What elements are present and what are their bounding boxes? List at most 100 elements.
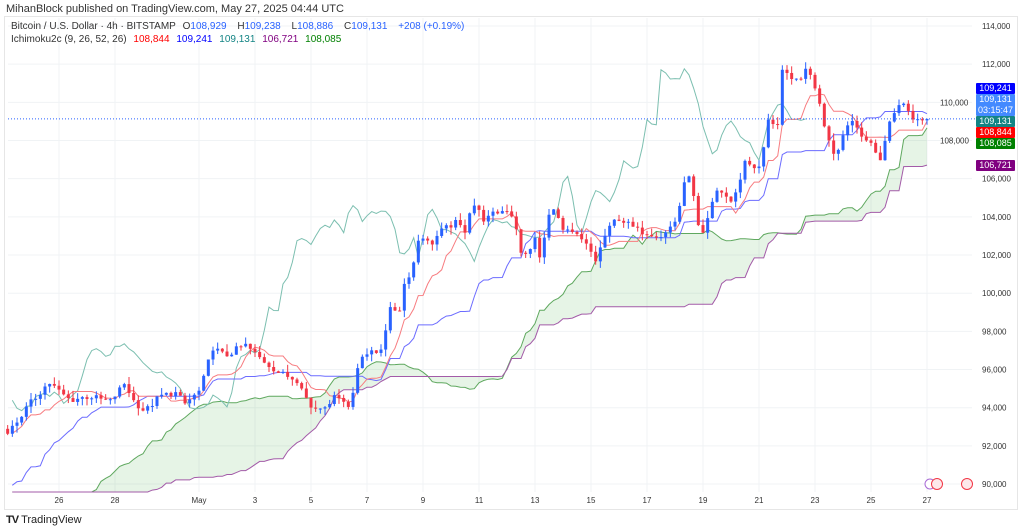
candle-body xyxy=(897,105,901,114)
candle-body xyxy=(878,152,882,161)
candle-body xyxy=(827,126,831,141)
candle-body xyxy=(104,398,108,400)
candle-body xyxy=(771,119,775,125)
candle-body xyxy=(295,379,299,384)
candle-body xyxy=(304,388,308,398)
candle-body xyxy=(407,277,411,284)
candle-body xyxy=(281,371,285,373)
candle-body xyxy=(720,190,724,193)
candle xyxy=(706,210,710,239)
candle-body xyxy=(192,394,196,400)
candle-body xyxy=(309,397,313,408)
price-axis: 114,000 112,000 110,000 108,000 106,000 104,0… xyxy=(940,22,1011,489)
candle-body xyxy=(323,407,327,409)
candle xyxy=(570,222,574,234)
candle-body xyxy=(356,368,360,393)
candle-body xyxy=(785,69,789,73)
candle-body xyxy=(869,140,873,143)
last-price-tag: 109,131 03:15:47 xyxy=(976,94,1015,116)
candle xyxy=(188,393,192,408)
candles xyxy=(6,62,929,437)
candle-body xyxy=(34,398,38,400)
tradingview-logo[interactable]: TV TradingView xyxy=(6,514,82,526)
candle xyxy=(62,384,66,396)
candle-body xyxy=(584,239,588,244)
candle xyxy=(136,395,140,416)
price-tick-label: 98,000 xyxy=(982,327,1007,336)
candle-body xyxy=(580,233,584,240)
candle xyxy=(239,345,243,351)
ohlc-open: O108,929 xyxy=(183,21,231,32)
candle-body xyxy=(20,416,24,423)
candle-body xyxy=(314,407,318,409)
candle-body xyxy=(164,392,168,395)
candle-body xyxy=(822,103,826,127)
candle-body xyxy=(258,351,262,358)
candle-body xyxy=(202,375,206,391)
span-b-value: 106,721 xyxy=(262,34,299,45)
candle xyxy=(696,192,700,227)
candle xyxy=(897,99,901,116)
candle-body xyxy=(99,395,103,399)
senkou-span-a-line xyxy=(12,127,928,493)
kijun-value: 109,241 xyxy=(176,34,213,45)
candle-body xyxy=(127,384,131,394)
candle xyxy=(808,66,812,80)
time-tick-label: 5 xyxy=(309,496,314,505)
candle xyxy=(216,342,220,355)
ohlc-close: C109,131 xyxy=(344,21,391,32)
price-tick-label: 114,000 xyxy=(982,22,1011,31)
candle xyxy=(902,102,906,108)
candle xyxy=(640,220,644,241)
candle xyxy=(80,396,84,406)
candle-body xyxy=(687,176,691,183)
candle xyxy=(486,210,490,227)
candle xyxy=(505,204,509,215)
indicator-legend[interactable]: Ichimoku2c (9, 26, 52, 26) 108,844 109,2… xyxy=(11,34,345,45)
candle-body xyxy=(603,235,607,248)
price-tick-label: 102,000 xyxy=(982,251,1011,260)
close-label: C xyxy=(344,21,352,32)
time-tick-label: 23 xyxy=(811,496,820,505)
candle-body xyxy=(370,350,374,355)
time-tick-label: 28 xyxy=(111,496,120,505)
brand-name: TradingView xyxy=(21,514,82,526)
candle-body xyxy=(640,227,644,235)
symbol-legend[interactable]: Bitcoin / U.S. Dollar · 4h · BITSTAMP O1… xyxy=(11,21,468,32)
candle-body xyxy=(267,362,271,368)
chikou-value: 109,131 xyxy=(219,34,256,45)
candle xyxy=(332,391,336,407)
candle xyxy=(85,394,89,406)
candle-body xyxy=(421,238,425,241)
candle xyxy=(206,359,210,377)
candle xyxy=(99,391,103,405)
candle-body xyxy=(752,164,756,169)
candle xyxy=(860,122,864,142)
candle xyxy=(626,218,630,229)
time-tick-label: 15 xyxy=(587,496,596,505)
candle-body xyxy=(402,283,406,311)
candle-body xyxy=(332,395,336,405)
candle-body xyxy=(449,225,453,228)
time-tick-label: 13 xyxy=(531,496,540,505)
candle-body xyxy=(239,346,243,348)
candle-body xyxy=(43,386,47,395)
candle-body xyxy=(850,120,854,126)
candle-body xyxy=(132,393,136,401)
chikou-price-tag: 109,131 xyxy=(976,116,1015,127)
candle-body xyxy=(272,367,276,372)
candle xyxy=(6,425,10,436)
candle-body xyxy=(617,219,621,221)
flag-us-icon xyxy=(931,478,943,490)
candle xyxy=(514,211,518,236)
candle-body xyxy=(631,221,635,227)
candle xyxy=(220,348,224,354)
candle-body xyxy=(892,113,896,122)
candle-body xyxy=(566,229,570,231)
candle-body xyxy=(346,401,350,407)
candle-body xyxy=(351,392,355,407)
candle xyxy=(379,344,383,357)
candle xyxy=(813,72,817,91)
close-value: 109,131 xyxy=(351,21,388,32)
